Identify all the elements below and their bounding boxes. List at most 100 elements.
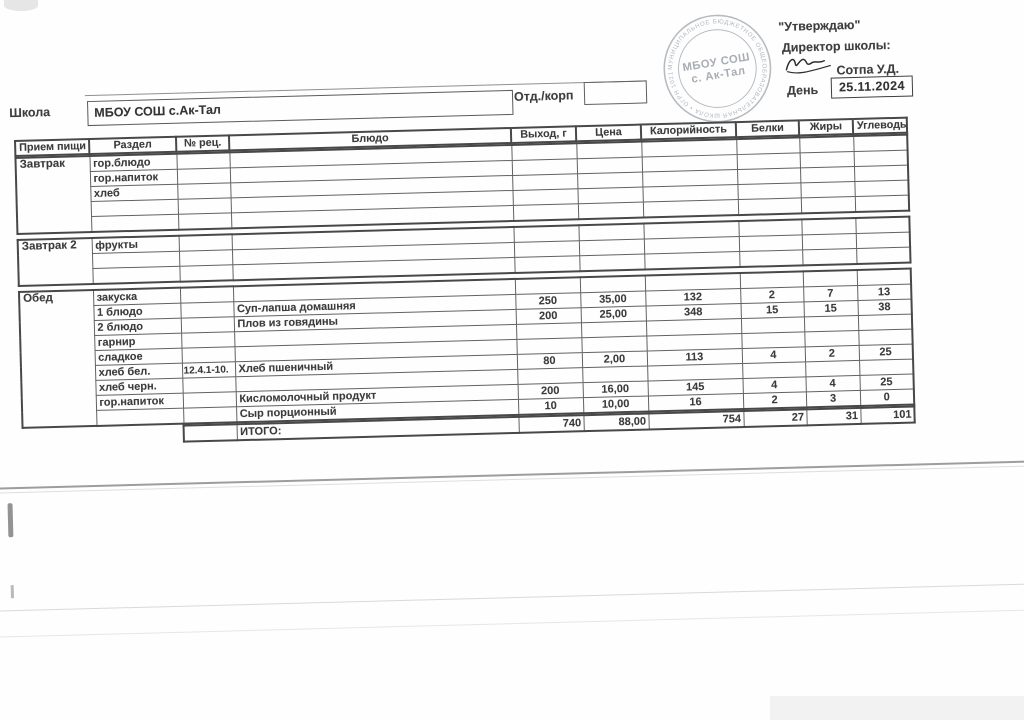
carbs-cell	[855, 216, 910, 234]
protein-cell	[737, 197, 802, 216]
fat-cell	[802, 248, 857, 266]
meal-cell: Завтрак 2	[17, 238, 93, 286]
price-cell	[578, 223, 644, 241]
total-price-cell: 88,00	[583, 413, 649, 432]
protein-cell: 2	[742, 391, 807, 410]
dept-field	[583, 80, 648, 106]
meal-cell: Обед	[18, 289, 97, 428]
price-cell: 2,00	[581, 351, 648, 368]
scan-edge-mark	[7, 503, 14, 538]
scan-line-shadow	[0, 464, 1024, 494]
meal-cell: Завтрак	[15, 156, 92, 234]
price-cell	[578, 239, 645, 256]
protein-cell	[739, 271, 804, 289]
carbs-cell	[854, 180, 909, 197]
price-cell: 10,00	[582, 395, 649, 414]
protein-cell	[736, 152, 801, 170]
protein-cell	[737, 182, 801, 200]
total-calories-cell: 754	[648, 411, 744, 430]
column-header-carbs-cell: Углеводы	[852, 117, 908, 135]
recipe-no-cell	[179, 286, 234, 304]
recipe-no-cell	[176, 167, 231, 185]
recipe-no-cell	[182, 376, 236, 394]
fat-cell	[801, 218, 856, 235]
protein-cell	[742, 361, 806, 379]
carbs-cell	[853, 150, 908, 167]
column-header-meal-cell: Прием пищи	[15, 139, 90, 156]
column-header-protein-cell: Белки	[735, 120, 800, 138]
price-cell	[580, 321, 647, 338]
recipe-no-cell	[177, 212, 232, 230]
fat-cell	[799, 136, 854, 153]
total-fat-cell: 31	[806, 407, 861, 426]
column-header-razdel-cell: Раздел	[89, 136, 177, 155]
calories-cell	[644, 251, 740, 270]
approve-label: "Утверждаю"	[778, 17, 861, 34]
protein-cell	[740, 316, 805, 334]
output-g-cell: 200	[517, 382, 583, 400]
column-header-calories-cell: Калорийность	[640, 122, 737, 140]
price-cell	[576, 157, 643, 174]
column-header-fat-cell: Жиры	[798, 119, 854, 136]
school-name-field: МБОУ СОШ с.Ак-Тал	[87, 89, 514, 127]
recipe-no-cell	[179, 264, 233, 282]
protein-cell	[739, 249, 803, 268]
output-g-cell	[512, 173, 578, 191]
fat-cell	[800, 166, 855, 183]
recipe-no-cell	[182, 391, 237, 409]
price-cell	[579, 254, 645, 272]
price-cell: 16,00	[582, 380, 648, 398]
protein-cell	[738, 234, 803, 252]
fat-cell	[804, 330, 859, 347]
output-g-cell	[514, 277, 581, 295]
stamp-ring-text: МУНИЦИПАЛЬНОЕ БЮДЖЕТНОЕ ОБЩЕОБРАЗОВАТЕЛЬ…	[657, 8, 769, 120]
menu-table: Прием пищи Раздел № рец. Блюдо Выход, г Цена К…	[14, 117, 916, 447]
razdel-cell	[92, 266, 180, 284]
output-g-cell	[517, 367, 583, 385]
dept-label: Отд./корп	[513, 88, 574, 104]
output-g-cell	[512, 203, 579, 221]
price-cell	[579, 275, 646, 293]
column-header-recipe-no-cell: № рец.	[175, 135, 230, 152]
fat-cell: 3	[805, 390, 861, 408]
protein-cell: 15	[740, 301, 804, 319]
output-g-cell	[511, 158, 578, 176]
stamp-center-line1: МБОУ СОШ	[682, 51, 751, 74]
fat-cell: 7	[803, 285, 858, 302]
recipe-no-cell	[183, 424, 237, 442]
recipe-no-cell	[180, 316, 235, 334]
scan-shading	[770, 696, 1024, 720]
carbs-cell	[856, 268, 912, 286]
column-header-output-g-cell: Выход, г	[510, 126, 577, 143]
output-g-cell	[512, 188, 578, 206]
output-g-cell: 200	[515, 307, 581, 325]
carbs-cell: 25	[858, 344, 914, 361]
recipe-no-cell: 12.4.1-10.	[181, 361, 236, 379]
output-g-cell	[511, 143, 577, 161]
carbs-cell	[853, 165, 909, 182]
carbs-cell	[855, 232, 911, 249]
calories-cell	[642, 199, 739, 218]
output-g-cell: 10	[517, 397, 584, 415]
output-g-cell: 250	[515, 292, 581, 310]
day-label: День	[786, 82, 819, 98]
fat-cell	[803, 315, 859, 332]
carbs-cell: 38	[857, 299, 912, 316]
price-cell: 25,00	[580, 306, 646, 323]
recipe-no-cell	[183, 406, 237, 424]
school-stamp: МУНИЦИПАЛЬНОЕ БЮДЖЕТНОЕ ОБЩЕОБРАЗОВАТЕЛЬ…	[657, 8, 772, 123]
recipe-no-cell	[177, 197, 231, 215]
scan-edge-mark	[10, 585, 14, 599]
output-g-cell	[515, 322, 582, 340]
carbs-cell	[857, 314, 913, 331]
scan-line-faint	[0, 582, 1024, 612]
fat-cell	[805, 360, 860, 377]
razdel-cell	[91, 214, 179, 233]
price-cell	[581, 336, 647, 353]
output-g-cell	[513, 225, 579, 243]
total-output-g-cell: 740	[518, 415, 584, 433]
price-cell	[577, 202, 644, 220]
calories-cell: 16	[647, 393, 744, 412]
column-header-price-cell: Цена	[575, 124, 642, 142]
